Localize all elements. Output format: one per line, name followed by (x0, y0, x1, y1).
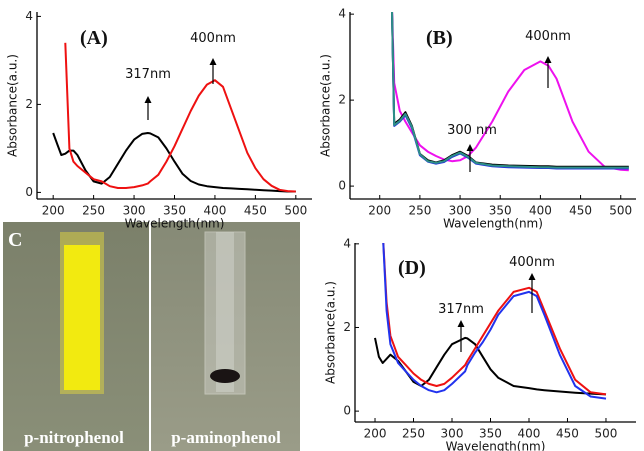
y-tick-label: 4 (338, 7, 346, 21)
x-tick-label: 500 (609, 204, 632, 218)
panel-label: (A) (80, 27, 108, 49)
annotation: 300 nm (447, 123, 497, 138)
y-tick-label: 2 (338, 93, 346, 107)
x-tick-label: 200 (368, 204, 391, 218)
x-tick-label: 450 (569, 204, 592, 218)
chart-panel: 200 250 300 350 400 450 500 0 2 4 Wavelength(nm) Ab… (319, 7, 636, 231)
x-axis-label: Wavelength(nm) (443, 217, 543, 231)
chart-panel: 200 250 300 350 400 450 500 0 2 4 Wavelength(nm) Ab… (6, 9, 312, 231)
y-tick-label: 0 (343, 404, 351, 418)
x-axis-label: Wavelength(nm) (446, 440, 546, 451)
y-axis-label: Absorbance(a.u.) (319, 54, 333, 157)
x-tick-label: 350 (163, 204, 186, 218)
x-tick-label: 300 (441, 427, 464, 441)
y-tick-label: 0 (25, 185, 33, 199)
arrow-head (209, 58, 217, 65)
x-tick-label: 400 (518, 427, 541, 441)
arrow-head (144, 96, 152, 103)
arrow-head (544, 56, 552, 63)
annotation: 317nm (125, 67, 171, 82)
cuvette-right-inner (216, 232, 234, 392)
y-axis-label: Absorbance(a.u.) (6, 54, 20, 157)
cuvette-left-liquid (64, 245, 100, 390)
x-tick-label: 450 (244, 204, 267, 218)
x-tick-label: 400 (203, 204, 226, 218)
panel-label: C (8, 229, 22, 251)
y-tick-label: 0 (338, 179, 346, 193)
annotation: 400nm (525, 29, 571, 44)
precipitate (210, 369, 240, 383)
x-tick-label: 300 (449, 204, 472, 218)
y-tick-label: 2 (343, 320, 351, 334)
photo-panel: C p-nitrophenol p-aminophenol (3, 222, 300, 451)
data-line (391, 12, 629, 172)
y-tick-label: 4 (343, 236, 351, 250)
x-tick-label: 400 (529, 204, 552, 218)
x-tick-label: 250 (408, 204, 431, 218)
annotation: 400nm (509, 255, 555, 270)
data-line (52, 132, 296, 193)
annotation: 317nm (438, 302, 484, 317)
x-tick-label: 250 (82, 204, 105, 218)
x-axis-label: Wavelength(nm) (125, 217, 225, 231)
y-axis-label: Absorbance(a.u.) (324, 281, 338, 384)
x-tick-label: 250 (402, 427, 425, 441)
x-tick-label: 500 (284, 204, 307, 218)
data-line (64, 42, 296, 193)
cuvette-right-glass (204, 231, 246, 395)
x-tick-label: 300 (123, 204, 146, 218)
data-line (382, 243, 607, 400)
arrow-head (466, 144, 474, 151)
x-tick-label: 350 (479, 427, 502, 441)
data-line (391, 12, 629, 169)
annotation: 400nm (190, 31, 236, 46)
x-tick-label: 350 (489, 204, 512, 218)
panel-label: (B) (426, 27, 453, 49)
y-tick-label: 2 (25, 97, 33, 111)
caption: p-nitrophenol (24, 428, 124, 447)
panel-label: (D) (398, 257, 426, 279)
y-tick-label: 4 (25, 9, 33, 23)
data-line (374, 336, 607, 396)
data-line (382, 243, 607, 396)
arrow-head (457, 320, 465, 327)
x-tick-label: 450 (556, 427, 579, 441)
arrow-head (528, 273, 536, 280)
x-tick-label: 200 (364, 427, 387, 441)
x-tick-label: 200 (42, 204, 65, 218)
chart-panel: 200 250 300 350 400 450 500 0 2 4 Wavelength(nm) Ab… (324, 236, 636, 451)
caption: p-aminophenol (171, 428, 281, 447)
x-tick-label: 500 (595, 427, 618, 441)
